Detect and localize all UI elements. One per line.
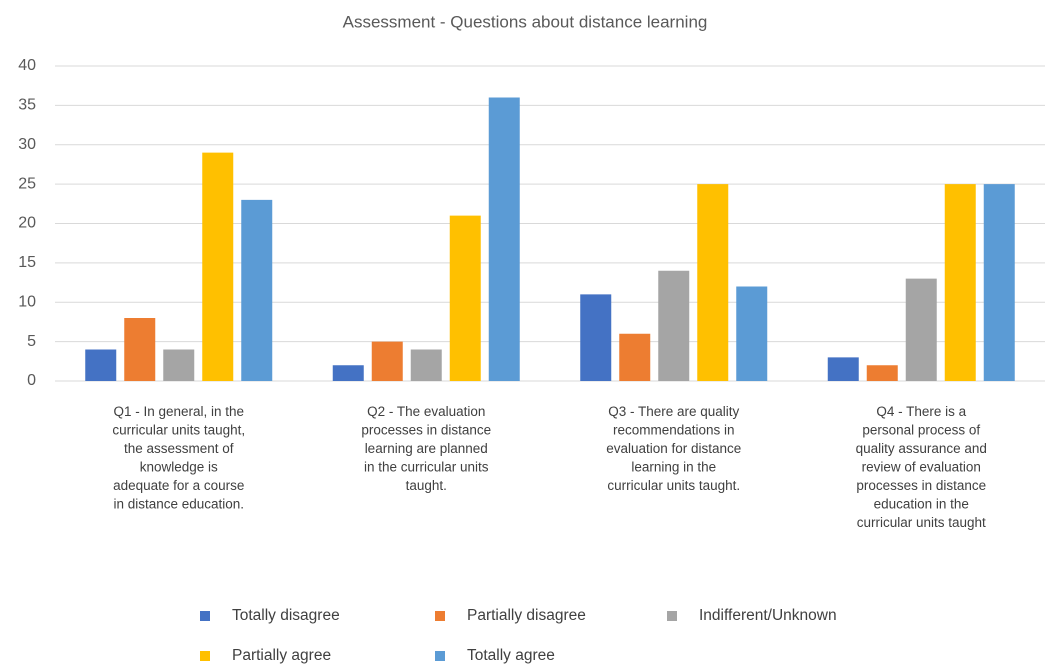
y-tick-label: 30: [18, 136, 36, 153]
bar: [85, 349, 117, 381]
legend-marker: [200, 651, 210, 661]
bar: [163, 349, 195, 381]
legend-marker: [667, 611, 677, 621]
bar: [619, 333, 651, 381]
y-tick-label: 15: [18, 254, 36, 271]
bar: [124, 318, 156, 381]
y-tick-label: 35: [18, 97, 36, 114]
x-tick-label: Q4 - There is a personal process of qualit…: [856, 404, 987, 530]
bar: [905, 278, 937, 381]
legend-marker: [435, 651, 445, 661]
legend-label: Totally disagree: [232, 607, 340, 624]
legend-marker: [200, 611, 210, 621]
bar: [983, 184, 1015, 381]
bar: [736, 286, 768, 381]
legend-label: Partially disagree: [467, 607, 586, 624]
legend-label: Partially agree: [232, 647, 331, 664]
y-tick-label: 25: [18, 175, 36, 192]
bar: [944, 184, 976, 381]
y-tick-label: 0: [27, 372, 36, 389]
bar: [202, 152, 234, 381]
y-tick-label: 20: [18, 215, 36, 232]
chart-title: Assessment - Questions about distance le…: [343, 12, 708, 31]
bar: [488, 97, 520, 381]
bar: [371, 341, 403, 381]
bar: [580, 294, 612, 381]
bar: [866, 365, 898, 381]
bar: [332, 365, 364, 381]
y-tick-label: 5: [27, 333, 36, 350]
y-tick-label: 40: [18, 57, 36, 74]
bar: [658, 270, 690, 381]
x-tick-label: Q1 - In general, in the curricular units …: [112, 404, 245, 512]
x-tick-label: Q2 - The evaluation processes in distance…: [361, 404, 491, 493]
bar: [410, 349, 442, 381]
x-tick-label: Q3 - There are quality recommendations in…: [606, 404, 741, 493]
bar: [827, 357, 859, 381]
bar: [449, 215, 481, 381]
legend-label: Totally agree: [467, 647, 555, 664]
legend-marker: [435, 611, 445, 621]
y-tick-label: 10: [18, 293, 36, 310]
bar: [697, 184, 729, 381]
bar: [241, 199, 273, 381]
legend-label: Indifferent/Unknown: [699, 607, 837, 624]
